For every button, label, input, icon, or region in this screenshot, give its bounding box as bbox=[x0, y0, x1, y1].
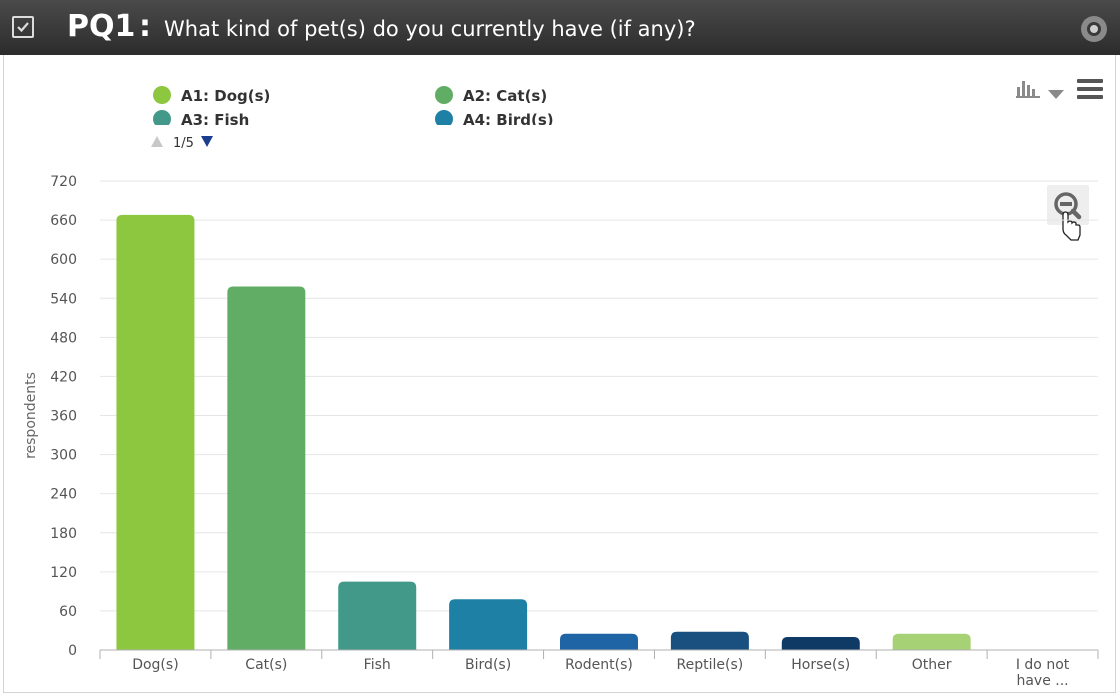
legend-label: A1: Dog(s) bbox=[181, 87, 271, 105]
checkbox-icon[interactable] bbox=[12, 16, 34, 38]
legend-dot bbox=[435, 110, 453, 125]
legend-dot bbox=[153, 86, 171, 104]
question-colon: : bbox=[139, 9, 151, 44]
pager-down-icon[interactable] bbox=[200, 135, 214, 148]
legend-dot bbox=[435, 86, 453, 104]
legend: A1: Dog(s) A2: Cat(s) A3: Fish A4: Bird(… bbox=[140, 85, 620, 125]
legend-label: A3: Fish bbox=[181, 111, 250, 125]
bar-chart-icon[interactable] bbox=[1016, 79, 1040, 102]
question-header: PQ1 : What kind of pet(s) do you current… bbox=[0, 0, 1120, 55]
pager-text: 1/5 bbox=[173, 136, 194, 151]
pager-up-icon[interactable] bbox=[150, 135, 164, 148]
caret-down-icon[interactable] bbox=[1048, 84, 1064, 103]
legend-dot bbox=[153, 110, 171, 125]
chart-panel bbox=[3, 55, 1116, 693]
legend-label: A4: Bird(s) bbox=[463, 111, 554, 125]
legend-label: A2: Cat(s) bbox=[463, 87, 548, 105]
hamburger-menu-icon[interactable] bbox=[1077, 79, 1103, 103]
question-text: What kind of pet(s) do you currently hav… bbox=[164, 17, 696, 41]
logo-icon bbox=[1079, 14, 1109, 48]
question-code: PQ1 bbox=[67, 9, 136, 44]
zoom-out-icon[interactable] bbox=[1047, 185, 1091, 249]
